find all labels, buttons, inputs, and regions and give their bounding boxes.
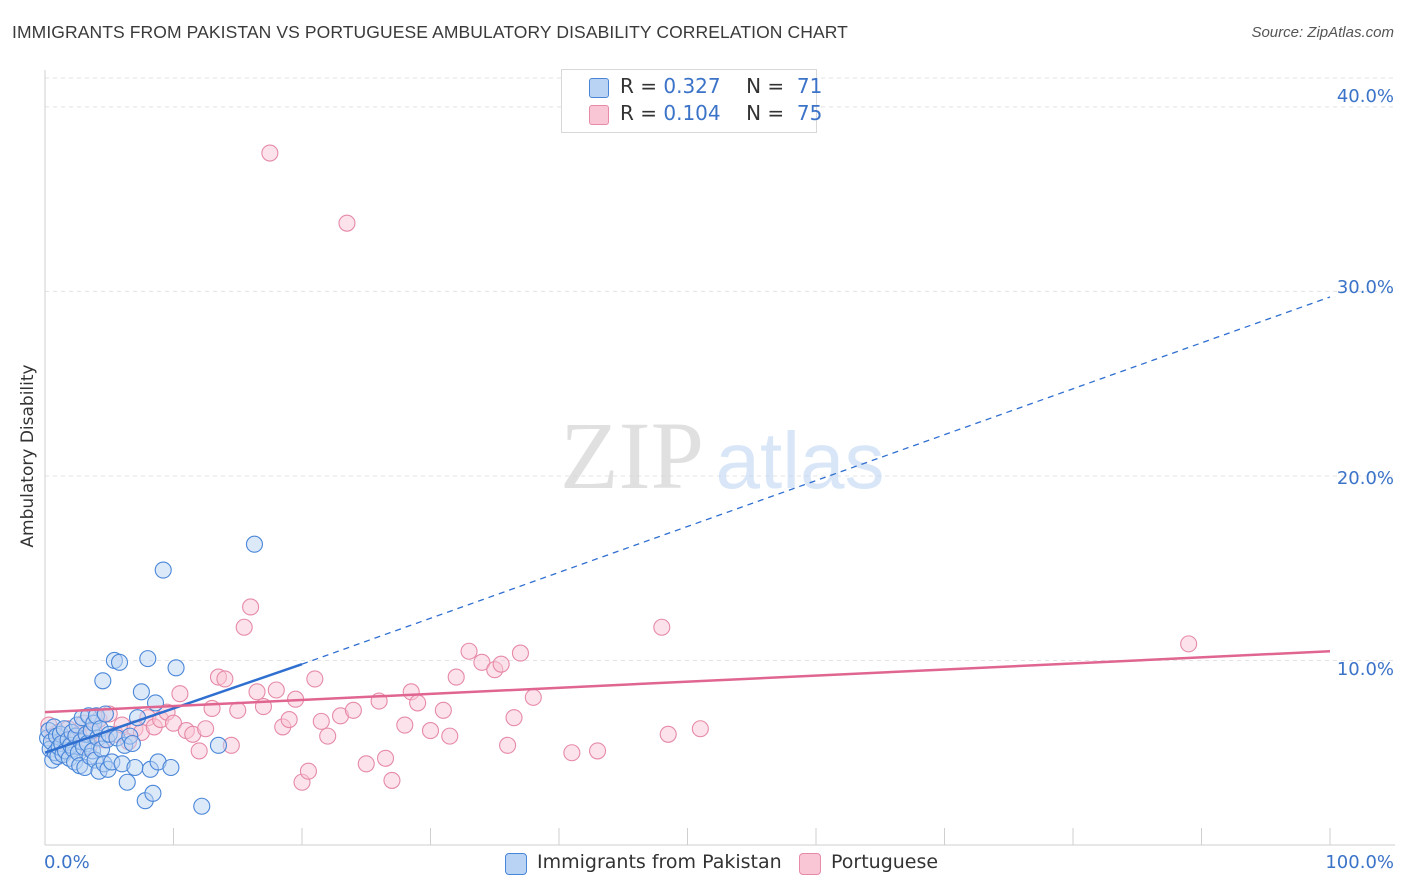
portuguese-trend-line bbox=[44, 650, 1331, 714]
portuguese-point bbox=[338, 214, 356, 232]
portuguese-point bbox=[383, 771, 401, 789]
pakistan-points bbox=[39, 535, 264, 815]
stats-row-pakistan: R = 0.327 N = 71 bbox=[562, 74, 822, 100]
portuguese-point bbox=[447, 668, 465, 686]
portuguese-legend-swatch bbox=[799, 853, 821, 875]
pakistan-point bbox=[162, 758, 180, 777]
legend-label: Immigrants from Pakistan bbox=[537, 851, 782, 873]
y-tick-label: 40.0% bbox=[1336, 86, 1394, 107]
portuguese-point bbox=[659, 725, 677, 743]
pakistan-point bbox=[123, 734, 141, 753]
portuguese-point bbox=[511, 644, 530, 662]
portuguese-point bbox=[653, 618, 671, 636]
pakistan-point bbox=[132, 683, 150, 701]
portuguese-point bbox=[248, 683, 266, 701]
n-value: 71 bbox=[796, 74, 823, 98]
portuguese-point bbox=[434, 701, 452, 719]
watermark-zip: ZIP bbox=[560, 402, 704, 509]
portuguese-point bbox=[473, 653, 491, 671]
portuguese-point bbox=[267, 681, 285, 699]
portuguese-point bbox=[376, 749, 395, 767]
portuguese-point bbox=[524, 688, 542, 706]
portuguese-point bbox=[190, 742, 208, 760]
y-axis-label: Ambulatory Disability bbox=[18, 364, 38, 548]
portuguese-point bbox=[441, 727, 459, 745]
portuguese-swatch bbox=[589, 105, 609, 125]
pakistan-swatch bbox=[589, 78, 609, 98]
pakistan-point bbox=[126, 758, 144, 777]
portuguese-point bbox=[216, 670, 234, 688]
portuguese-point bbox=[691, 720, 709, 738]
portuguese-point bbox=[588, 742, 607, 760]
portuguese-point bbox=[505, 709, 523, 727]
portuguese-point bbox=[344, 701, 362, 719]
pakistan-point bbox=[146, 694, 165, 712]
x-tick-label-min: 0.0% bbox=[44, 852, 90, 873]
pakistan-point bbox=[167, 659, 185, 677]
stats-row-portuguese: R = 0.104 N = 75 bbox=[562, 101, 822, 127]
pakistan-point bbox=[193, 797, 211, 815]
pakistan-point bbox=[139, 650, 157, 668]
portuguese-point bbox=[280, 710, 298, 729]
pakistan-point bbox=[154, 561, 172, 579]
portuguese-point bbox=[261, 144, 279, 162]
portuguese-point bbox=[492, 655, 510, 673]
portuguese-point bbox=[563, 744, 581, 762]
portuguese-point bbox=[312, 712, 330, 730]
portuguese-point bbox=[164, 714, 183, 732]
pakistan-point bbox=[245, 535, 264, 553]
r-value: 0.327 bbox=[663, 74, 721, 98]
portuguese-point bbox=[499, 736, 517, 754]
r-label: R = bbox=[620, 74, 658, 98]
stats-box: R = 0.327 N = 71 R = 0.104 N = 75 bbox=[561, 69, 822, 133]
pakistan-point bbox=[209, 736, 228, 754]
portuguese-point bbox=[421, 722, 440, 740]
n-label: N = bbox=[746, 101, 785, 125]
pakistan-trend-line bbox=[44, 662, 303, 754]
legend-item-portuguese[interactable]: Portuguese bbox=[799, 850, 959, 878]
portuguese-point bbox=[396, 716, 414, 734]
x-tick-label-max: 100.0% bbox=[1325, 852, 1394, 873]
source-label: Source: ZipAtlas.com bbox=[1251, 24, 1394, 41]
n-value: 75 bbox=[796, 101, 823, 125]
legend-item-pakistan[interactable]: Immigrants from Pakistan bbox=[505, 850, 785, 878]
y-tick-label: 10.0% bbox=[1336, 659, 1394, 680]
y-tick-label: 20.0% bbox=[1336, 468, 1394, 489]
trend-layer bbox=[44, 296, 1331, 754]
pakistan-trend-dashed bbox=[301, 296, 1331, 665]
portuguese-point bbox=[409, 694, 427, 712]
n-label: N = bbox=[746, 74, 785, 98]
portuguese-point bbox=[460, 642, 478, 660]
portuguese-point bbox=[235, 618, 253, 636]
watermark-atlas: atlas bbox=[716, 416, 885, 505]
pakistan-point bbox=[144, 784, 162, 802]
axis-layer bbox=[44, 70, 1395, 846]
portuguese-point bbox=[299, 762, 317, 780]
chart-title: IMMIGRANTS FROM PAKISTAN VS PORTUGUESE A… bbox=[12, 22, 848, 42]
r-value: 0.104 bbox=[663, 101, 721, 125]
pakistan-point bbox=[118, 773, 136, 791]
pakistan-legend-swatch bbox=[505, 853, 527, 875]
portuguese-point bbox=[242, 598, 260, 616]
pakistan-point bbox=[110, 653, 129, 671]
portuguese-point bbox=[306, 670, 324, 688]
grid-layer bbox=[45, 77, 1395, 661]
portuguese-point bbox=[229, 701, 247, 719]
portuguese-point bbox=[357, 755, 375, 773]
portuguese-point bbox=[1180, 635, 1198, 653]
y-tick-label: 30.0% bbox=[1336, 277, 1394, 298]
pakistan-point bbox=[94, 672, 112, 690]
portuguese-point bbox=[197, 720, 215, 738]
portuguese-point bbox=[171, 685, 189, 703]
legend-label: Portuguese bbox=[831, 851, 939, 873]
r-label: R = bbox=[620, 101, 658, 125]
portuguese-point bbox=[319, 727, 337, 745]
